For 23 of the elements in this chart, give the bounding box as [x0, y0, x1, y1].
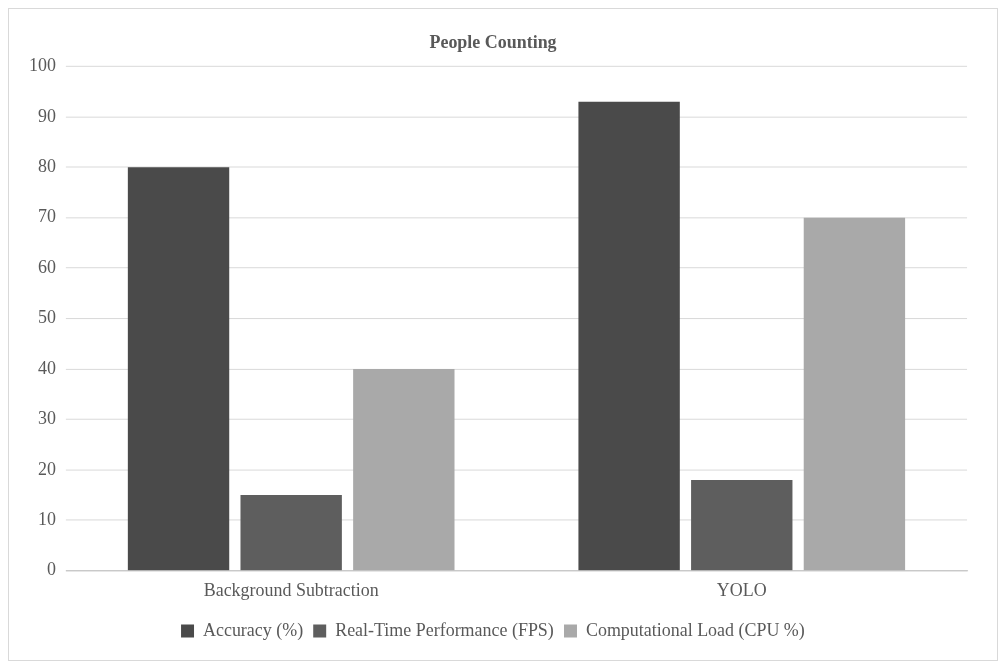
bar: [691, 479, 793, 571]
y-tick-label: 40: [37, 357, 56, 378]
bar: [240, 495, 342, 571]
y-tick-label: 50: [37, 307, 56, 328]
bar: [353, 368, 455, 571]
y-tick-label: 70: [37, 206, 56, 227]
bar: [127, 167, 230, 571]
legend-label: Real-Time Performance (FPS): [335, 619, 554, 641]
y-tick-label: 30: [37, 408, 56, 429]
legend-label: Accuracy (%): [203, 619, 304, 641]
y-tick-label: 10: [37, 508, 56, 529]
y-tick-label: 0: [46, 559, 56, 580]
y-tick-label: 100: [28, 55, 56, 76]
bar: [578, 101, 680, 571]
chart-title: People Counting: [429, 32, 557, 53]
bar: [803, 217, 906, 571]
x-tick-label: Background Subtraction: [203, 580, 379, 601]
y-tick-label: 80: [37, 156, 56, 176]
y-tick-label: 20: [37, 458, 56, 479]
legend-label: Computational Load (CPU %): [585, 619, 805, 641]
y-tick-label: 60: [37, 256, 56, 277]
y-tick-label: 90: [37, 105, 56, 126]
x-tick-label: YOLO: [716, 580, 767, 601]
